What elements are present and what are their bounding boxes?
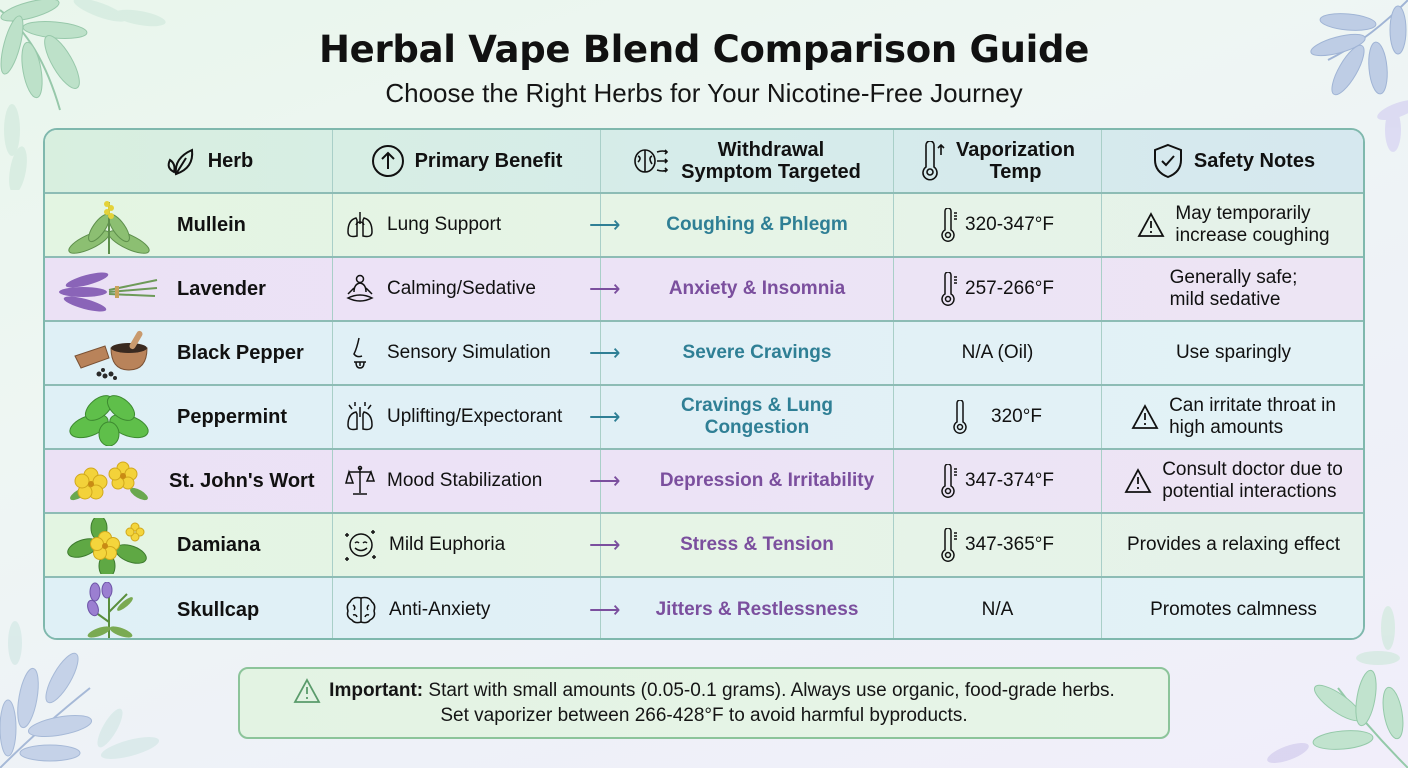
- mullein-plant-image: [68, 201, 150, 254]
- benefit-text: Anti-Anxiety: [389, 599, 491, 620]
- column-header-primary-benefit: Primary Benefit: [333, 130, 601, 192]
- warning-icon: [1137, 212, 1165, 238]
- safety-text: Can irritate throat in high amounts: [1169, 395, 1336, 438]
- symptom-text: Severe Cravings: [682, 342, 832, 363]
- herb-name: Peppermint: [177, 405, 288, 428]
- pepper-mortar-image: [74, 330, 148, 380]
- arrow-up-circle-icon: [371, 144, 405, 178]
- page-title: Herbal Vape Blend Comparison Guide: [319, 28, 1089, 71]
- safety-text: Generally safe; mild sedative: [1169, 267, 1298, 310]
- table-header-row: Herb Primary Benefit Withdrawal Symptom T…: [45, 130, 1363, 194]
- arrow-right-icon: ⟶: [589, 468, 621, 493]
- benefit-text: Mood Stabilization: [387, 470, 543, 491]
- lungs-icon: [345, 210, 375, 240]
- thermometer-up-icon: [920, 141, 946, 181]
- shield-check-icon: [1152, 143, 1184, 179]
- benefit-text: Uplifting/Expectorant: [387, 406, 563, 427]
- page-subtitle: Choose the Right Herbs for Your Nicotine…: [385, 78, 1023, 108]
- safety-text: Consult doctor due to potential interacti…: [1162, 459, 1343, 502]
- column-header-safety-notes: Safety Notes: [1102, 130, 1363, 192]
- arrow-right-icon: ⟶: [589, 276, 621, 301]
- thermometer-icon: [941, 208, 959, 242]
- column-header-withdrawal-symptom: Withdrawal Symptom Targeted: [601, 130, 894, 192]
- temp-text: 320°F: [991, 406, 1042, 427]
- note-line1: Start with small amounts (0.05-0.1 grams…: [428, 680, 1115, 701]
- herb-name: Mullein: [177, 213, 246, 236]
- temp-text: 347-365°F: [965, 534, 1054, 555]
- safety-text: Use sparingly: [1175, 342, 1292, 363]
- arrow-right-icon: ⟶: [589, 404, 621, 429]
- lavender-bundle-image: [59, 272, 158, 312]
- temp-text: 257-266°F: [965, 278, 1054, 299]
- table-row: Skullcap Anti-Anxiety ⟶ Jitters & Restle…: [45, 578, 1363, 638]
- thermometer-icon: [953, 400, 971, 434]
- table-row: Black Pepper Sensory Simulation ⟶ Severe…: [45, 322, 1363, 386]
- herb-name: Lavender: [177, 277, 266, 300]
- smile-sparkle-icon: [345, 529, 377, 561]
- thermometer-icon: [941, 528, 959, 562]
- herb-name: St. John's Wort: [169, 469, 315, 492]
- temp-text: 320-347°F: [965, 214, 1054, 235]
- table-row: Lavender Calming/Sedative ⟶ Anxiety & In…: [45, 258, 1363, 322]
- benefit-text: Lung Support: [387, 214, 502, 235]
- warning-icon: [293, 678, 321, 704]
- thermometer-icon: [941, 464, 959, 498]
- table-row: Peppermint Uplifting/Expectorant ⟶ Cravi…: [45, 386, 1363, 450]
- temp-text: N/A: [981, 599, 1014, 620]
- symptom-text: Coughing & Phlegm: [666, 214, 848, 235]
- arrow-right-icon: ⟶: [589, 340, 621, 365]
- symptom-text: Cravings & Lung Congestion: [680, 395, 833, 438]
- comparison-table: Herb Primary Benefit Withdrawal Symptom T…: [43, 128, 1365, 640]
- lungs-rays-icon: [345, 401, 375, 433]
- arrow-right-icon: ⟶: [589, 212, 621, 237]
- leaf-icon: [164, 144, 198, 178]
- table-row: Damiana Mild Euphoria ⟶ Stress & Tension…: [45, 514, 1363, 578]
- brain-icon: [345, 595, 377, 625]
- note-line2: Set vaporizer between 266-428°F to avoid…: [440, 705, 968, 726]
- herb-name: Skullcap: [177, 598, 260, 621]
- benefit-text: Calming/Sedative: [387, 278, 536, 299]
- warning-icon: [1124, 468, 1152, 494]
- herb-name: Black Pepper: [177, 341, 304, 364]
- temp-text: N/A (Oil): [961, 342, 1034, 363]
- safety-text: May temporarily increase coughing: [1175, 203, 1330, 246]
- benefit-text: Sensory Simulation: [387, 342, 551, 363]
- symptom-text: Stress & Tension: [680, 534, 834, 555]
- safety-text: Provides a relaxing effect: [1127, 534, 1340, 555]
- arrow-right-icon: ⟶: [589, 597, 621, 622]
- important-note-box: Important: Start with small amounts (0.0…: [238, 667, 1170, 739]
- herb-name: Damiana: [177, 533, 261, 556]
- peppermint-leaves-image: [69, 395, 149, 446]
- safety-text: Promotes calmness: [1150, 599, 1317, 620]
- balance-scale-icon: [345, 465, 375, 497]
- symptom-text: Jitters & Restlessness: [655, 599, 859, 620]
- meditation-icon: [345, 274, 375, 304]
- temp-text: 347-374°F: [965, 470, 1054, 491]
- benefit-text: Mild Euphoria: [389, 534, 506, 555]
- table-row: Mullein Lung Support ⟶ Coughing & Phlegm…: [45, 194, 1363, 258]
- column-header-herb: Herb: [45, 130, 333, 192]
- skullcap-flower-image: [87, 582, 133, 638]
- thermometer-icon: [941, 272, 959, 306]
- brain-arrows-icon: [633, 144, 671, 178]
- table-row: St. John's Wort Mood Stabilization ⟶ Dep…: [45, 450, 1363, 514]
- st-johns-wort-image: [70, 461, 148, 501]
- arrow-right-icon: ⟶: [589, 532, 621, 557]
- damiana-flower-image: [67, 518, 147, 574]
- column-header-vaporization-temp: Vaporization Temp: [894, 130, 1102, 192]
- nose-tongue-icon: [345, 336, 375, 370]
- warning-icon: [1131, 404, 1159, 430]
- symptom-text: Depression & Irritability: [659, 470, 875, 491]
- symptom-text: Anxiety & Insomnia: [668, 278, 846, 299]
- note-label: Important:: [329, 680, 424, 701]
